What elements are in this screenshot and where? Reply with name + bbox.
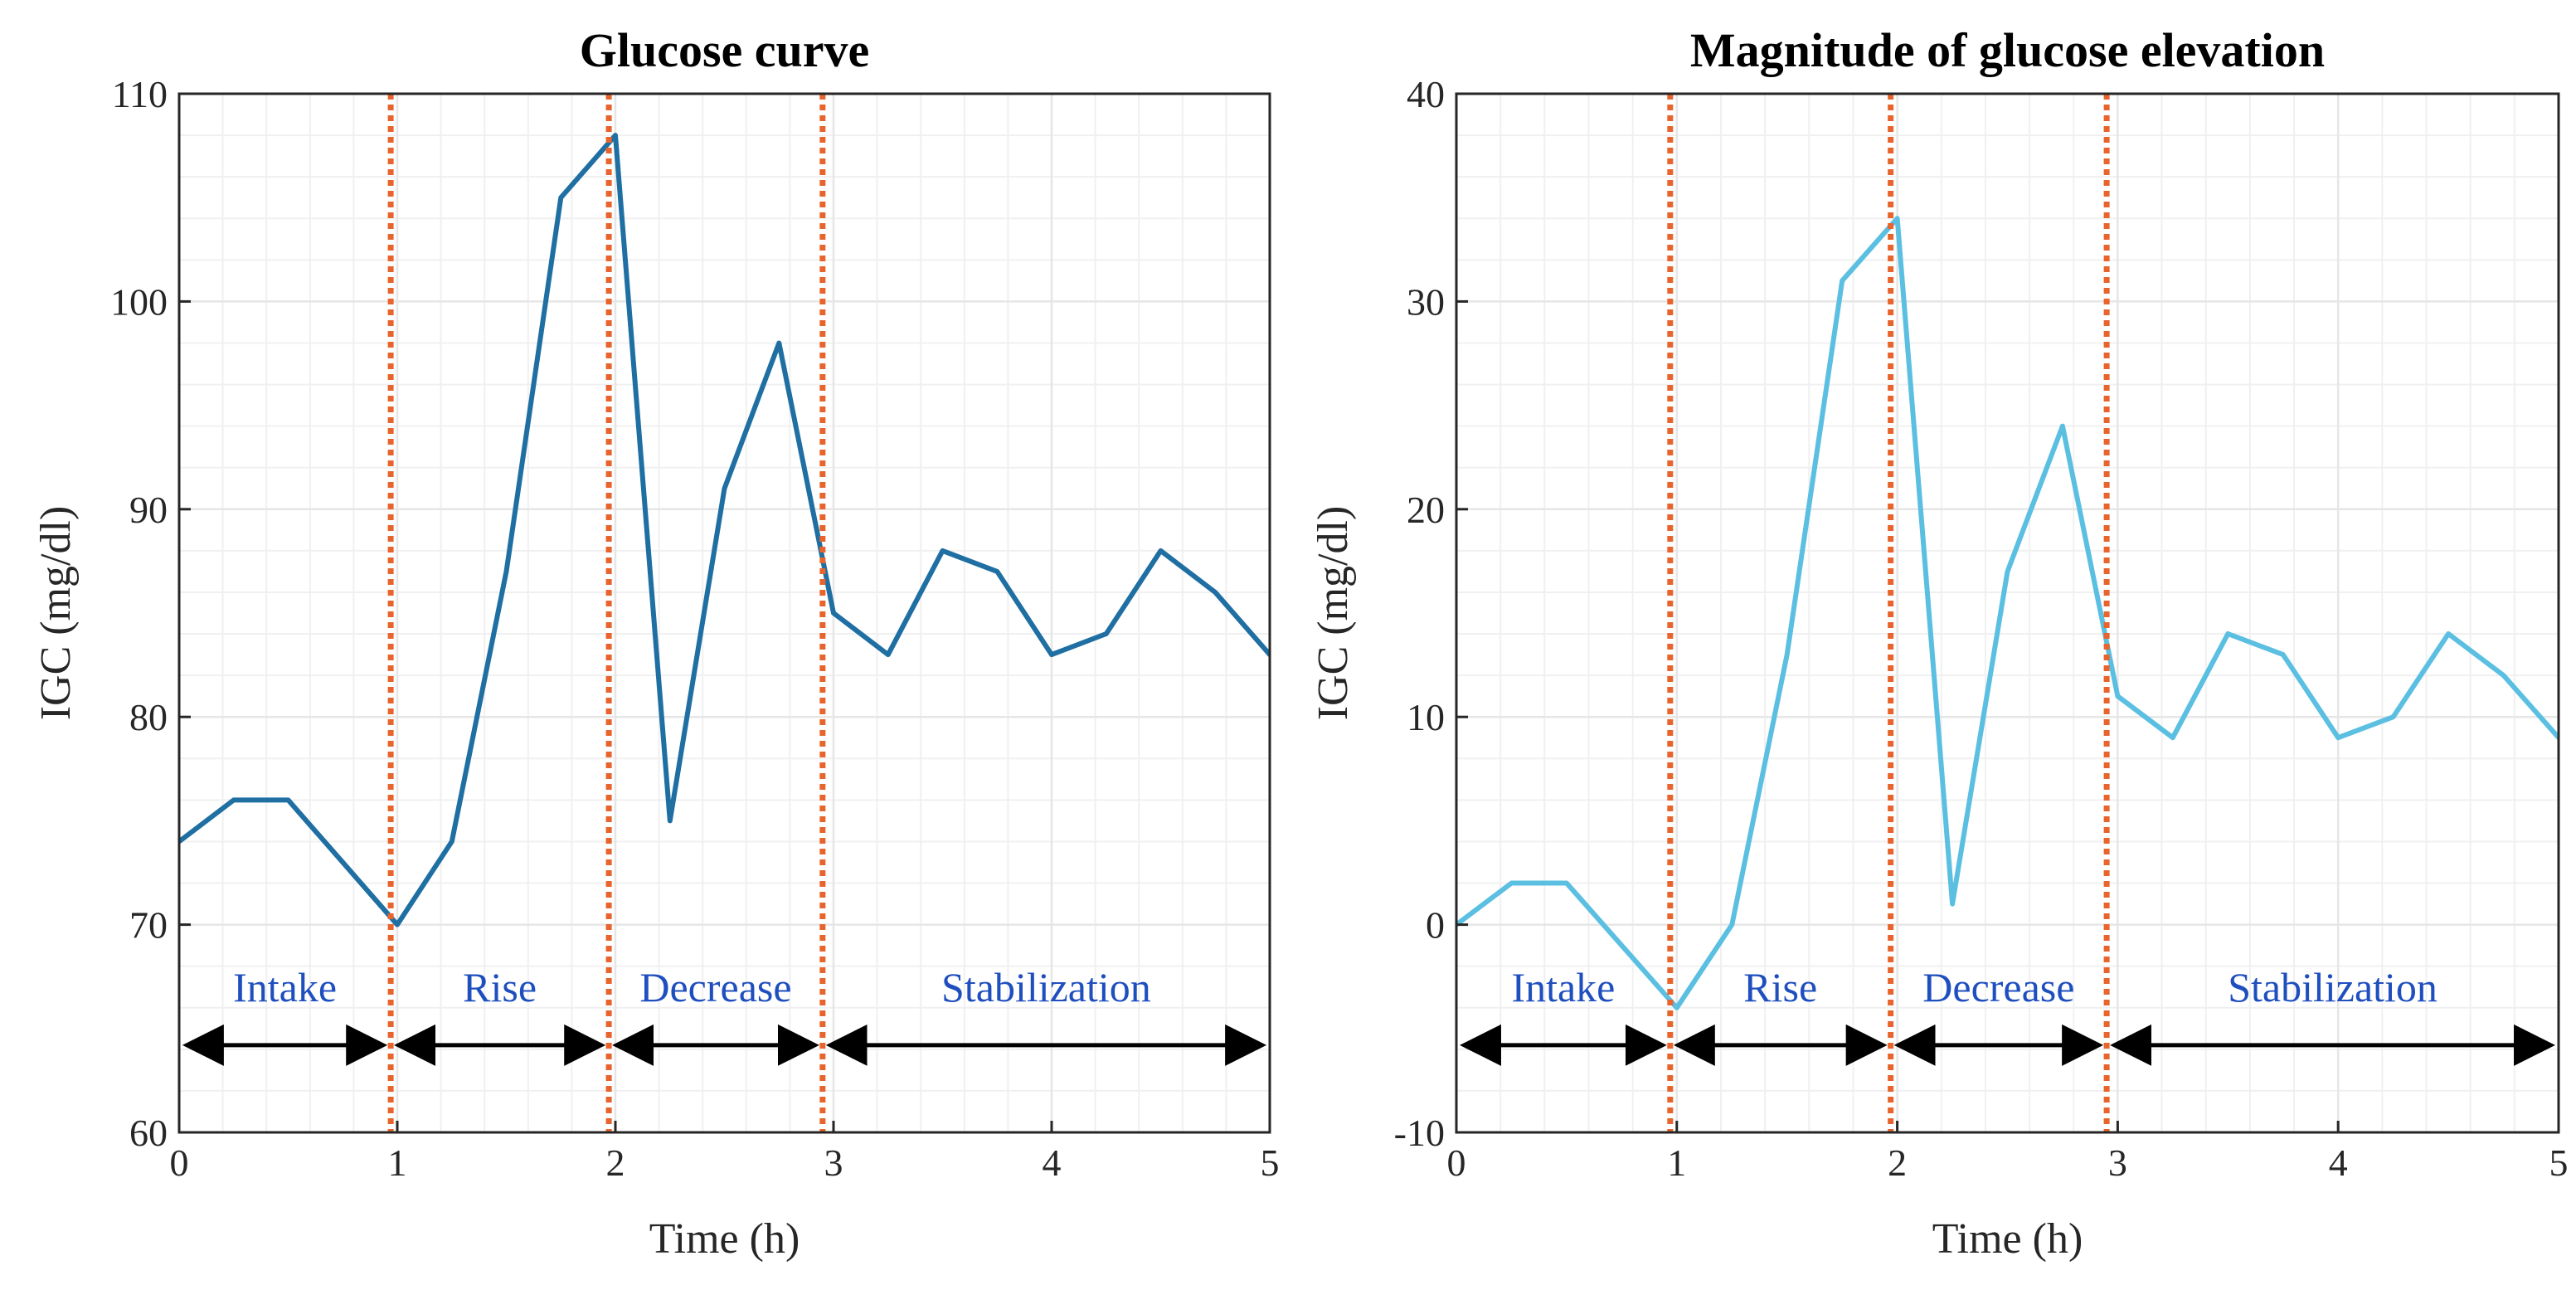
y-tick-label: 30 [1407,280,1445,323]
series-line [1456,216,2559,1010]
x-tick-label: 0 [1447,1142,1466,1184]
x-tick-label: 3 [2108,1142,2127,1184]
plot-background [179,94,1270,1132]
plot-background [1456,94,2559,1132]
phase-label: Stabilization [941,964,1151,1010]
chart-title: Glucose curve [580,23,870,77]
y-axis-label: IGC (mg/dl) [1310,506,1357,721]
x-tick-label: 0 [170,1142,189,1184]
x-tick-label: 4 [2329,1142,2348,1184]
x-tick-label: 2 [1888,1142,1907,1184]
y-tick-label: 10 [1407,696,1445,738]
x-axis-label: Time (h) [1932,1215,2083,1263]
y-tick-label: 110 [112,73,168,115]
x-tick-label: 5 [2549,1142,2569,1184]
y-tick-label: 90 [129,489,168,531]
chart-panel-2: Intake Rise Decrease Stabilization 0 1 2 3 4 5 -10… [1310,23,2569,1263]
y-axis-label: IGC (mg/dl) [32,506,80,721]
phase-label: Rise [463,964,537,1010]
x-axis-label: Time (h) [649,1215,800,1263]
phase-label: Decrease [639,964,791,1010]
chart-title: Magnitude of glucose elevation [1690,23,2325,77]
y-tick-label: 70 [129,904,168,947]
y-tick-label: 100 [110,280,168,323]
phase-label: Intake [233,964,337,1010]
x-tick-label: 3 [824,1142,843,1184]
x-tick-label: 4 [1043,1142,1062,1184]
y-tick-label: 60 [129,1112,168,1154]
y-tick-label: 80 [129,696,168,738]
phase-label: Decrease [1922,964,2074,1010]
y-tick-label: 20 [1407,489,1445,531]
y-tick-label: 0 [1426,904,1445,947]
chart-panel-1: Intake Rise Decrease Stabilization 0 1 2 3 4 5 60 7… [32,23,1280,1263]
x-tick-label: 1 [388,1142,407,1184]
phase-label: Rise [1743,964,1817,1010]
axes-frame [1455,92,2560,1134]
minor-grid [1456,94,2559,1132]
x-tick-label: 5 [1261,1142,1280,1184]
axes-frame [177,92,1271,1134]
x-tick-label: 1 [1667,1142,1686,1184]
phase-label: Intake [1511,964,1615,1010]
y-tick-label: 40 [1407,73,1445,115]
y-tick-label: -10 [1394,1112,1445,1154]
phase-label: Stabilization [2228,964,2437,1010]
x-tick-label: 2 [606,1142,625,1184]
series-line [179,133,1270,927]
